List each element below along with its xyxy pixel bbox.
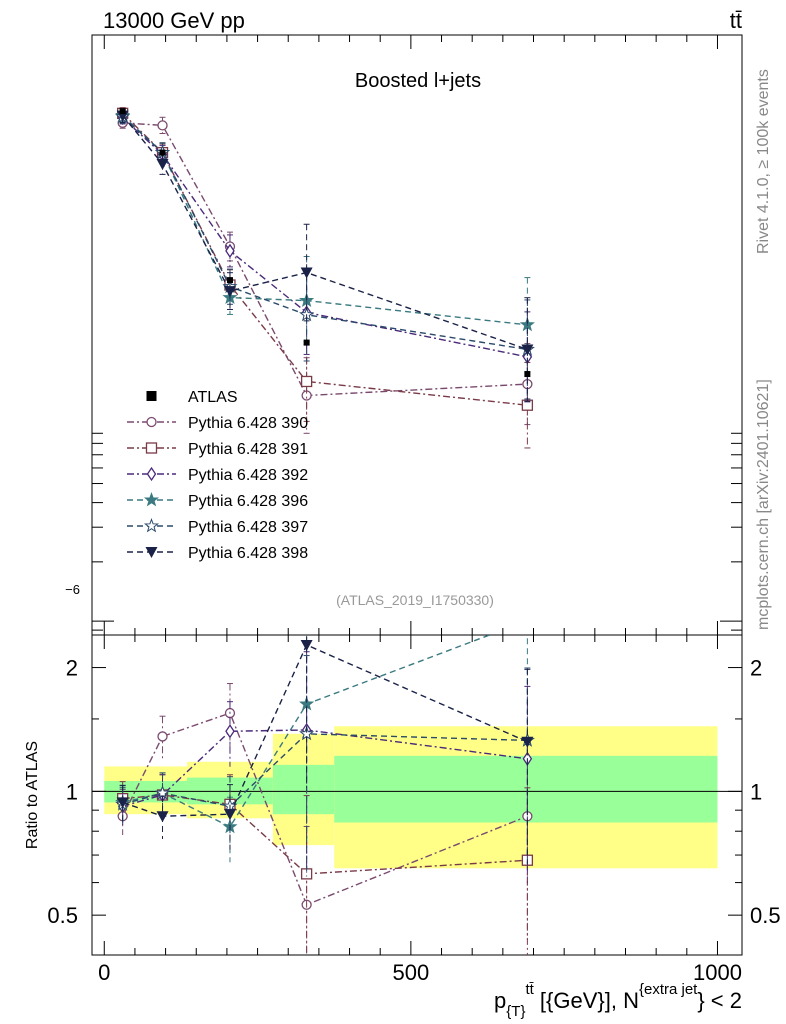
series-line	[122, 112, 528, 406]
ratio-point	[521, 614, 533, 626]
atlas-point	[119, 108, 126, 115]
ratio-point	[299, 725, 315, 741]
series-line	[122, 117, 528, 358]
main-series	[115, 107, 535, 449]
legend-label: Pythia 6.428 397	[188, 519, 308, 536]
ratio-point	[116, 797, 129, 809]
legend-label: Pythia 6.428 390	[188, 415, 308, 432]
legend-label: Pythia 6.428 392	[188, 467, 308, 484]
ratio-point	[223, 809, 236, 821]
series-line	[122, 122, 528, 397]
legend-marker	[146, 416, 157, 428]
ratio-point	[156, 811, 169, 823]
legend-marker	[143, 518, 160, 533]
legend-marker	[145, 547, 158, 558]
series-line	[122, 116, 528, 351]
main-axis-ticks	[92, 35, 742, 635]
atlas-point	[303, 339, 310, 346]
ratio-line	[122, 644, 528, 817]
xtick-label: 500	[393, 960, 430, 985]
data-point	[225, 243, 235, 259]
xtick-label: 1000	[693, 960, 742, 985]
ratio-ytick-label: 2	[750, 656, 762, 681]
analysis-watermark: (ATLAS_2019_I1750330)	[336, 592, 494, 608]
ratio-point	[300, 639, 313, 651]
ratio-bands	[92, 726, 742, 869]
data-point	[156, 159, 169, 171]
ratio-ytick-label: 1	[750, 779, 762, 804]
ratio-frame	[91, 634, 743, 956]
ratio-point	[157, 731, 168, 742]
legend-label: Pythia 6.428 391	[188, 441, 308, 458]
legend-label: Pythia 6.428 398	[188, 545, 308, 562]
ratio-ytick-label: 0.5	[750, 903, 781, 928]
band-stat	[272, 764, 335, 815]
main-ytick-label: −6	[65, 582, 80, 597]
ratio-line	[122, 729, 528, 807]
chart-title: Boosted l+jets	[355, 70, 481, 92]
x-axis-label: p{T}tt̄ [{GeV}], N{extra jet} < 2	[494, 981, 742, 1020]
data-point	[300, 375, 313, 388]
ratio-ytick-label: 2	[66, 656, 78, 681]
atlas-point	[524, 371, 531, 378]
legend-marker	[146, 391, 157, 401]
ratio-point	[225, 724, 235, 739]
ratio-point	[521, 736, 534, 748]
mcplots-label: mcplots.cern.ch [arXiv:2401.10621]	[755, 379, 772, 630]
legend-label: Pythia 6.428 396	[188, 493, 308, 510]
x-axis-ticks: 0 500 1000	[98, 635, 742, 985]
data-point	[223, 286, 236, 298]
legend-marker	[145, 442, 158, 454]
ratio-ytick-label: 0.5	[47, 903, 78, 928]
data-point	[300, 267, 313, 279]
series-line	[122, 115, 528, 326]
collision-label: 13000 GeV pp	[103, 8, 245, 33]
ratio-axis-ticks: 0.5 0.5 1 1 2 2	[47, 656, 780, 929]
ratio-series	[115, 614, 535, 955]
atlas-point	[159, 149, 166, 156]
data-point	[157, 120, 168, 131]
legend: ATLAS Pythia 6.428 390 Pythia 6.428 391 Pyt…	[127, 389, 308, 562]
legend-marker	[146, 466, 157, 482]
rivet-label: Rivet 4.1.0, ≥ 100k events	[755, 69, 772, 254]
ratio-ytick-label: 1	[66, 779, 78, 804]
atlas-point	[226, 277, 233, 284]
xtick-label: 0	[98, 960, 110, 985]
series-line	[122, 115, 528, 351]
legend-marker	[143, 492, 160, 507]
ratio-ylabel: Ratio to ATLAS	[24, 741, 41, 849]
legend-label: ATLAS	[188, 389, 238, 406]
process-label: tt̄	[730, 8, 742, 33]
data-point	[521, 344, 534, 356]
